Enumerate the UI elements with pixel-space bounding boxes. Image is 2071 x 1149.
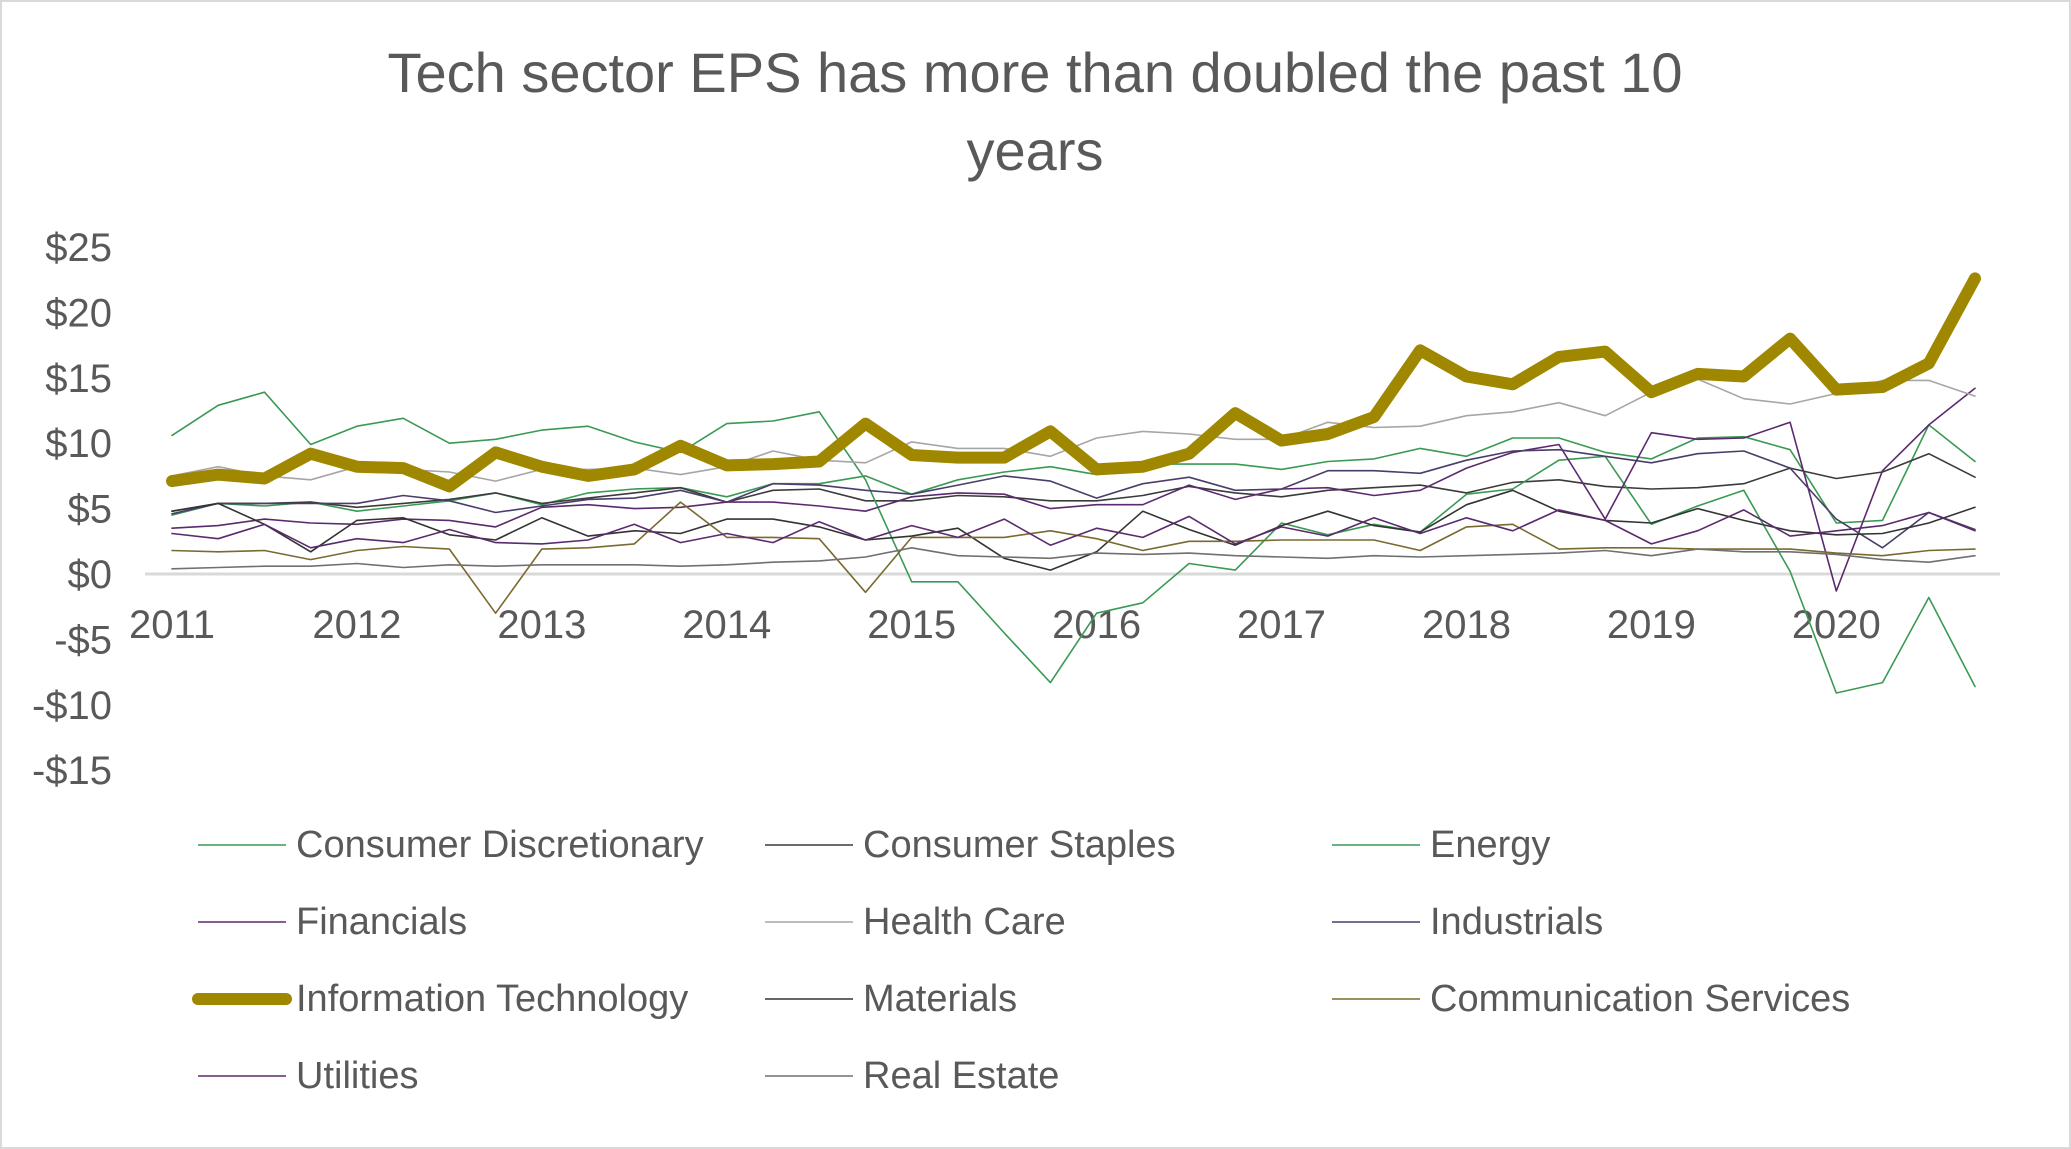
chart-title: Tech sector EPS has more than doubled th… (387, 41, 1682, 182)
y-tick-label: $5 (68, 488, 113, 532)
legend-label: Utilities (296, 1055, 418, 1097)
x-tick-label: 2019 (1607, 603, 1696, 647)
legend-item-information-technology: Information Technology (192, 978, 688, 1020)
chart-title-line-1: Tech sector EPS has more than doubled th… (387, 41, 1682, 104)
x-tick-label: 2020 (1792, 603, 1881, 647)
y-tick-label: -$10 (32, 684, 112, 728)
legend-label: Consumer Staples (863, 824, 1176, 866)
series-line-consumer-staples (171, 452, 1976, 513)
legend-label: Health Care (863, 901, 1066, 943)
series-line-information-technology (166, 272, 1981, 493)
y-tick-label: -$5 (54, 618, 112, 662)
series-line-financials (171, 387, 1976, 592)
legend-item-materials: Materials (765, 978, 1017, 1020)
legend-label: Energy (1430, 824, 1550, 866)
series-line-industrials (171, 448, 1976, 549)
x-tick-label: 2011 (129, 603, 215, 647)
chart-title-line-2: years (967, 119, 1104, 182)
legend-item-industrials: Industrials (1332, 901, 1603, 943)
legend-item-health-care: Health Care (765, 901, 1066, 943)
x-tick-label: 2017 (1237, 603, 1326, 647)
series-line-real-estate (171, 546, 1976, 570)
plot-area (166, 272, 1981, 694)
series-line-communication-services (171, 501, 1976, 615)
legend-item-utilities: Utilities (198, 1055, 418, 1097)
y-tick-label: $10 (45, 422, 112, 466)
x-tick-label: 2013 (497, 603, 586, 647)
legend-item-real-estate: Real Estate (765, 1055, 1059, 1097)
series-line-utilities (171, 509, 1976, 549)
legend-label: Financials (296, 901, 467, 943)
x-tick-label: 2015 (867, 603, 956, 647)
legend-label: Industrials (1430, 901, 1603, 943)
x-tick-label: 2016 (1052, 603, 1141, 647)
legend-label: Real Estate (863, 1055, 1059, 1097)
legend-item-energy: Energy (1332, 824, 1550, 866)
series-line-materials (171, 489, 1976, 571)
legend-label: Materials (863, 978, 1017, 1020)
x-tick-label: 2012 (312, 603, 401, 647)
legend-label: Consumer Discretionary (296, 824, 704, 866)
y-tick-label: $15 (45, 357, 112, 401)
legend-label: Information Technology (296, 978, 688, 1020)
legend-item-communication-services: Communication Services (1332, 978, 1850, 1020)
legend-item-consumer-discretionary: Consumer Discretionary (198, 824, 704, 866)
legend: Consumer Discretionary Consumer Staples En… (192, 824, 1850, 1097)
legend-item-financials: Financials (198, 901, 467, 943)
y-tick-label: $0 (68, 553, 113, 597)
x-axis-tick-labels: 2011 2012 2013 2014 2015 2016 2017 2018 2019 2020 (129, 603, 1881, 647)
y-tick-label: $20 (45, 291, 112, 335)
y-axis: $25 $20 $15 $10 $5 $0 -$5 -$10 -$15 (32, 226, 112, 793)
y-tick-label: -$15 (32, 749, 112, 793)
legend-label: Communication Services (1430, 978, 1850, 1020)
x-tick-label: 2014 (682, 603, 771, 647)
series-line-health-care (171, 378, 1976, 482)
y-tick-label: $25 (45, 226, 112, 270)
legend-item-consumer-staples: Consumer Staples (765, 824, 1176, 866)
x-tick-label: 2018 (1422, 603, 1511, 647)
